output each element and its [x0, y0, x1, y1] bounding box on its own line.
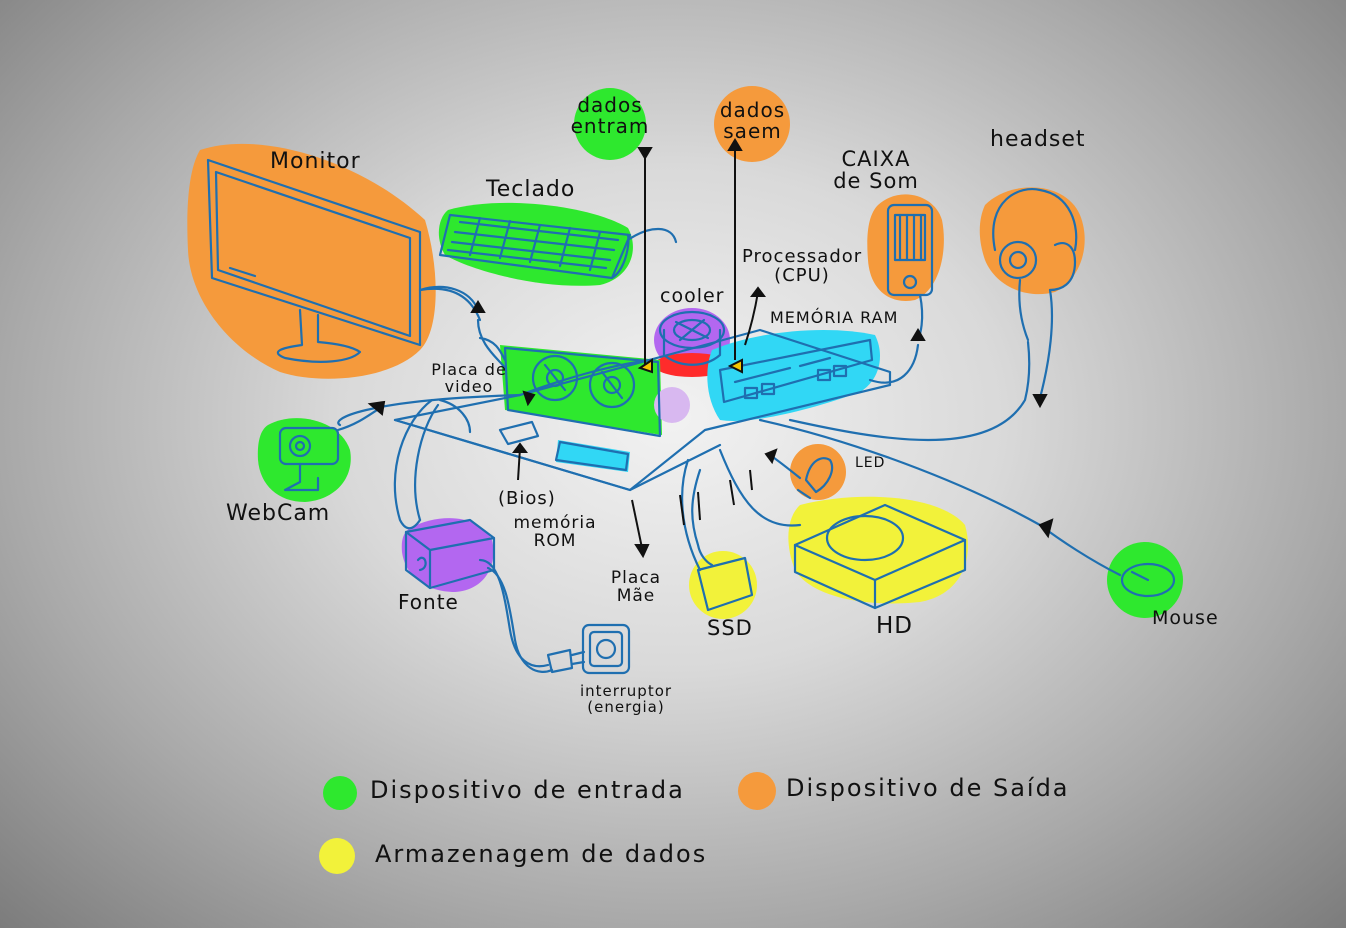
headset-highlight [979, 187, 1085, 295]
label-ssd: SSD [707, 616, 753, 640]
label-placa-mae-line1: Placa [610, 568, 662, 588]
label-caixa-line2: de Som [833, 169, 919, 194]
label-led: LED [855, 455, 886, 471]
label-dados-entram-line1: dados [577, 93, 643, 117]
label-bios: (Bios) [498, 488, 556, 509]
arrow-dados-saem-head [727, 138, 743, 151]
label-interruptor: interruptor (energia) [566, 682, 686, 716]
label-webcam: WebCam [226, 501, 331, 526]
arrow-hd-in [729, 479, 735, 506]
led-highlight [790, 444, 846, 500]
label-processador-line1: Processador [742, 246, 863, 267]
arrow-webcam-head [367, 400, 386, 416]
label-memoria-ram: MEMÓRIA RAM [770, 308, 899, 327]
ssd-highlight [689, 551, 757, 619]
label-caixa-de-som: CAIXA de Som [826, 148, 926, 192]
label-memoria-rom: memória ROM [510, 513, 600, 551]
legend-input-label: Dispositivo de entrada [370, 776, 685, 804]
legend-output-label: Dispositivo de Saída [786, 774, 1070, 802]
label-interruptor-line2: (energia) [587, 697, 665, 716]
arrow-dados-entram-head [637, 147, 653, 160]
label-monitor: Monitor [270, 149, 361, 174]
webcam-icon [278, 406, 382, 492]
cable-ram-speaker [868, 343, 920, 384]
label-hd: HD [876, 613, 914, 639]
ram-icon [718, 338, 874, 404]
arrow-cooler-line [744, 291, 759, 346]
cable-board-headset [788, 340, 1031, 441]
arrow-led-head [764, 448, 778, 465]
psu-icon [393, 398, 554, 673]
arrow-headset-head [1032, 394, 1048, 409]
cable-board-mouse [758, 418, 1042, 527]
label-dados-saem-line2: saem [723, 119, 782, 143]
arrow-rom-line [517, 447, 521, 481]
monitor-highlight [187, 143, 436, 379]
label-interruptor-line1: interruptor [579, 682, 673, 700]
label-processador: Processador (CPU) [742, 246, 863, 286]
outlet-icon [546, 623, 631, 675]
label-rom-line2: ROM [533, 530, 577, 551]
legend-storage-label: Armazenagem de dados [375, 840, 708, 868]
label-rom-line1: memória [513, 513, 597, 533]
rom-chip-icon [498, 420, 630, 472]
label-dados-saem: dados saem [710, 100, 795, 142]
arrow-placa-mae [631, 499, 643, 549]
label-processador-line2: (CPU) [774, 264, 830, 286]
cable-webcam-board [337, 393, 522, 427]
label-dados-entram-line2: entram [570, 114, 650, 138]
video-card-glow [654, 387, 690, 423]
label-placa-video-line1: Placa de [431, 360, 507, 379]
arrow-monitor-head [470, 300, 486, 313]
cable-monitor-videocard [476, 318, 507, 370]
keyboard-icon [438, 213, 678, 280]
label-fonte: Fonte [398, 590, 459, 614]
arrow-ssd-out [697, 491, 701, 521]
label-mouse: Mouse [1152, 607, 1219, 629]
hd-icon [718, 448, 967, 610]
psu-highlight [401, 518, 494, 592]
label-teclado: Teclado [486, 177, 576, 202]
label-dados-saem-line1: dados [719, 98, 786, 122]
arrow-videocard-head [522, 390, 536, 407]
arrow-ssd-in [679, 494, 685, 526]
cpu-triangle-left [637, 358, 653, 374]
dados-entram-highlight [574, 88, 646, 160]
legend-input-dot [323, 776, 357, 810]
label-headset: headset [990, 127, 1086, 152]
label-placa-de-video: Placa de video [428, 360, 510, 396]
monitor-icon [206, 158, 482, 363]
cpu-triangle-right [727, 358, 743, 374]
label-caixa-line1: CAIXA [841, 147, 911, 171]
arrow-placa-mae-head [634, 544, 650, 559]
label-dados-entram: dados entram [570, 95, 650, 137]
legend-storage-dot [319, 838, 355, 874]
hd-highlight [788, 496, 968, 604]
legend-output-dot [738, 772, 776, 810]
headset-icon [992, 188, 1078, 400]
rom-chip-highlight [556, 440, 630, 472]
arrow-mouse-head [1038, 518, 1054, 539]
label-placa-mae-line2: Mãe [616, 585, 656, 606]
label-placa-mae: Placa Mãe [606, 568, 666, 606]
label-placa-video-line2: video [444, 376, 494, 396]
arrow-speaker-head [910, 328, 926, 341]
video-card-icon [478, 336, 662, 438]
mouse-highlight [1107, 542, 1183, 618]
arrow-hd-out [749, 469, 753, 491]
label-cooler: cooler [660, 285, 725, 307]
